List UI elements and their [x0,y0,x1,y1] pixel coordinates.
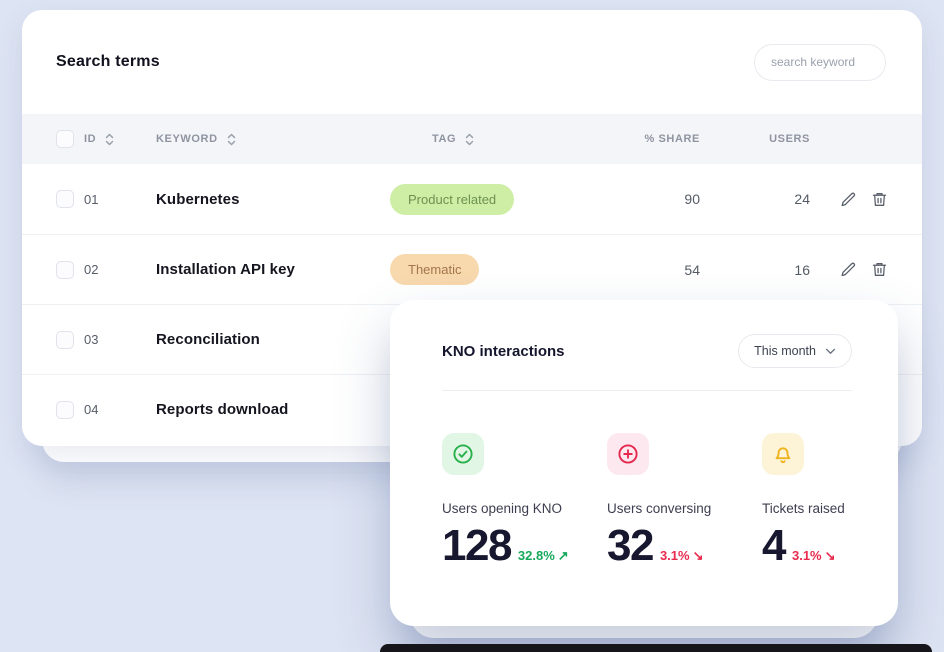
card-header: Search terms [22,10,922,114]
trash-icon[interactable] [871,191,888,208]
tag-badge: Product related [390,183,515,215]
stat-label: Users conversing [607,501,712,516]
select-all-checkbox[interactable] [56,130,74,148]
stat-value: 32 [607,521,654,570]
cell-share: 54 [684,261,700,278]
bell-icon [762,433,804,475]
trend-down-icon: ↘ [692,548,704,563]
row-checkbox[interactable] [56,260,74,279]
kno-title: KNO interactions [442,342,565,360]
column-header-tag: TAG [390,133,580,146]
table-row: 02 Installation API key Thematic 54 16 [22,234,922,304]
row-checkbox[interactable] [56,400,74,419]
trend-up-icon: ↗ [557,548,569,563]
stat-users-opening: Users opening KNO 128 32.8% ↗ [442,433,607,568]
stat-value: 128 [442,521,512,570]
column-header-users: USERS [769,133,810,145]
plus-circle-icon [607,433,649,475]
cell-users: 24 [794,191,810,207]
stat-delta: 3.1% ↘ [659,548,704,563]
stat-delta: 3.1% ↘ [791,548,836,563]
trash-icon[interactable] [871,261,888,278]
table-header-row: ID KEYWORD TAG % SHARE USERS [22,114,922,164]
edit-icon[interactable] [840,261,857,278]
sort-icon[interactable] [465,133,474,146]
edit-icon[interactable] [840,191,857,208]
cell-keyword: Reconciliation [156,331,260,348]
chevron-down-icon [825,348,836,355]
stat-delta: 32.8% ↗ [517,548,569,563]
cell-users: 16 [794,261,810,278]
stat-tickets-raised: Tickets raised 4 3.1% ↘ [762,433,852,568]
kno-card-header: KNO interactions This month [442,334,852,368]
sort-icon[interactable] [227,133,236,146]
cell-share: 90 [684,191,700,207]
cell-keyword: Installation API key [156,261,295,278]
cell-id: 02 [84,262,99,277]
stat-label: Users opening KNO [442,501,563,516]
stat-label: Tickets raised [762,501,845,516]
stat-users-conversing: Users conversing 32 3.1% ↘ [607,433,762,568]
cell-id: 01 [84,191,99,207]
divider [442,390,852,391]
kno-stats: Users opening KNO 128 32.8% ↗ Users conv… [442,433,852,568]
column-header-id: ID [84,133,156,146]
check-circle-icon [442,433,484,475]
cell-keyword: Reports download [156,401,289,418]
cell-id: 03 [84,332,99,347]
tag-badge: Thematic [390,254,480,285]
trend-down-icon: ↘ [824,548,836,563]
stat-value: 4 [762,521,786,570]
table-row: 01 Kubernetes Product related 90 24 [22,164,922,234]
search-input[interactable] [754,43,886,81]
period-selector[interactable]: This month [738,334,852,368]
cell-keyword: Kubernetes [156,190,240,208]
column-header-share: % SHARE [644,133,700,145]
row-checkbox[interactable] [56,190,74,208]
cell-id: 04 [84,402,99,417]
column-header-keyword: KEYWORD [156,133,390,146]
row-checkbox[interactable] [56,330,74,349]
bottom-dark-bar [380,644,932,652]
kno-interactions-card: KNO interactions This month Users openin… [390,300,898,626]
page-title: Search terms [56,53,160,70]
sort-icon[interactable] [105,133,114,146]
